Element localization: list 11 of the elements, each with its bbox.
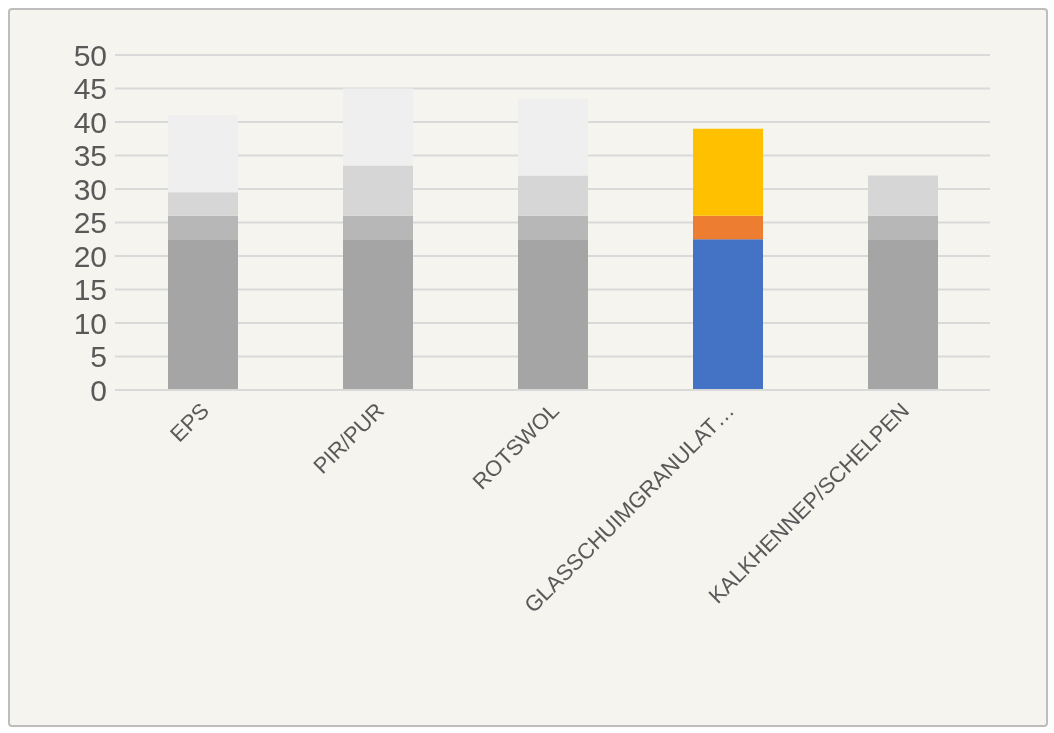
- y-tick-label: 40: [73, 105, 107, 139]
- y-tick-label: 5: [90, 340, 107, 374]
- y-tick-label: 15: [73, 273, 107, 307]
- y-tick-label: 20: [73, 239, 107, 273]
- y-tick-label: 10: [73, 306, 107, 340]
- y-tick-label: 0: [90, 373, 107, 407]
- y-tick-label: 25: [73, 206, 107, 240]
- y-tick-label: 50: [73, 38, 107, 72]
- y-tick-label: 35: [73, 139, 107, 173]
- y-tick-label: 30: [73, 172, 107, 206]
- y-tick-label: 45: [73, 72, 107, 106]
